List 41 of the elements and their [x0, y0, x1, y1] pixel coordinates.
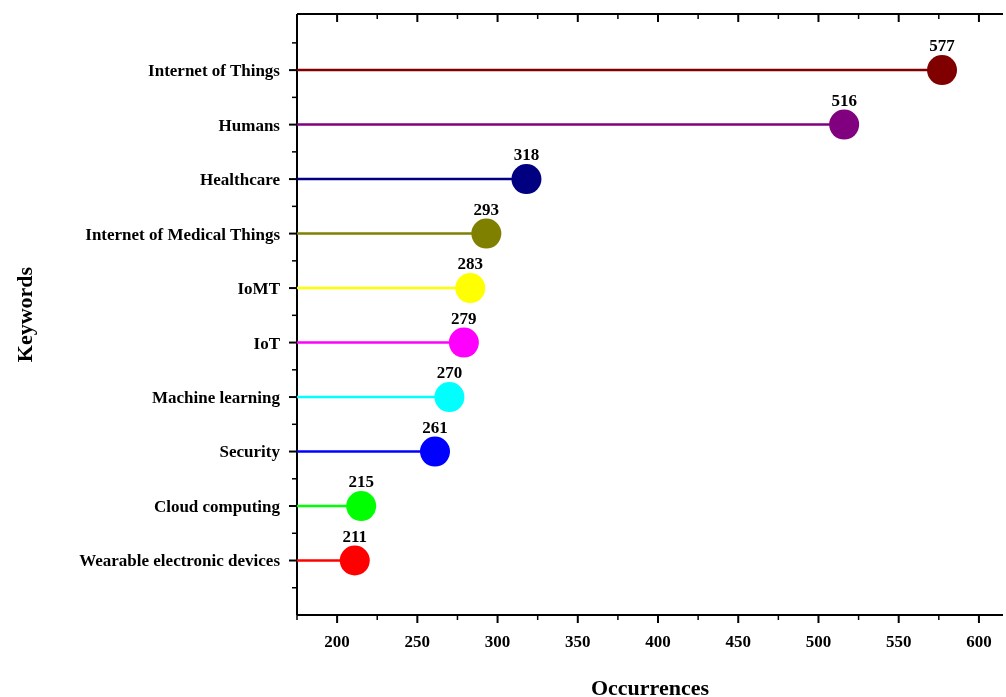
data-label: 293	[473, 199, 500, 219]
point	[419, 436, 450, 467]
x-axis-title: Occurrences	[590, 675, 710, 697]
y-tick-label: Wearable electronic devices	[79, 551, 281, 571]
data-label: 516	[831, 90, 857, 110]
x-tick-label: 200	[324, 632, 350, 651]
data-label: 283	[457, 254, 484, 274]
y-tick-label: IoMT	[237, 279, 281, 299]
x-tick-label: 450	[725, 632, 751, 651]
data-label: 279	[451, 308, 477, 328]
x-tick-label: 300	[484, 632, 511, 651]
y-axis-title: Keywords	[12, 266, 37, 363]
x-tick-label: 500	[805, 632, 832, 651]
y-tick-label: Machine learning	[152, 388, 281, 407]
x-tick-label: 350	[565, 632, 591, 651]
point	[511, 164, 542, 195]
y-tick-label: Humans	[218, 115, 281, 135]
x-tick-label: 600	[966, 632, 992, 651]
x-tick-label: 400	[645, 632, 671, 651]
y-tick-label: Internet of Things	[148, 61, 281, 81]
point	[471, 218, 502, 249]
data-label: 215	[348, 472, 374, 492]
x-tick-label: 550	[885, 632, 912, 651]
y-tick-label: IoT	[253, 333, 281, 353]
data-label: 318	[513, 145, 540, 165]
point	[927, 55, 958, 86]
point	[455, 273, 486, 304]
y-tick-label: Cloud computing	[153, 496, 281, 516]
y-tick-label: Security	[219, 442, 281, 462]
point	[346, 491, 377, 522]
point	[448, 327, 479, 358]
y-tick-label: Healthcare	[200, 170, 281, 190]
data-label: 577	[929, 36, 956, 56]
point	[434, 382, 465, 413]
data-label: 261	[422, 417, 448, 437]
point	[339, 545, 370, 576]
y-tick-label: Internet of Medical Things	[85, 224, 281, 244]
data-label: 211	[342, 526, 368, 546]
data-label: 270	[436, 363, 463, 383]
point	[829, 109, 860, 140]
x-tick-label: 250	[404, 632, 431, 651]
